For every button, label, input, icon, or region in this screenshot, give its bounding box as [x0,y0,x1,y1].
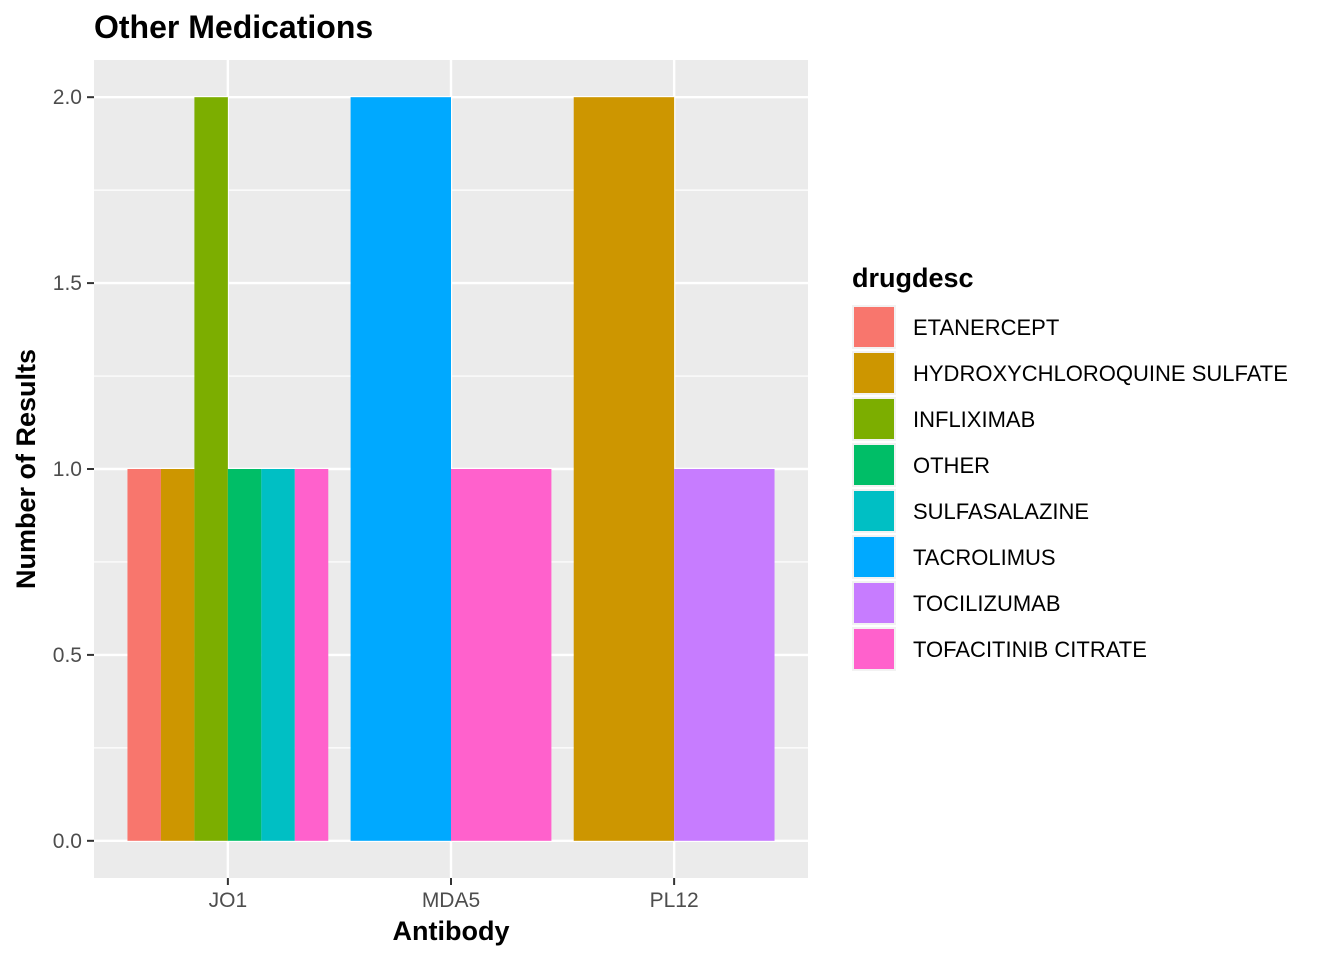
y-axis-title: Number of Results [11,349,41,589]
x-tick-label: JO1 [209,889,248,912]
y-axis: 0.0 0.5 1.0 1.5 2.0 [53,86,94,853]
x-tick-label: PL12 [650,889,699,912]
x-tick-label: MDA5 [422,889,480,912]
legend-label: TOCILIZUMAB [913,591,1061,616]
legend-swatch [854,399,894,439]
bar-jo1-etanercept [127,469,161,841]
bar-jo1-infliximab [194,97,228,841]
legend-swatch [854,445,894,485]
chart-title: Other Medications [94,9,373,45]
legend-label: OTHER [913,453,990,478]
legend-swatch [854,537,894,577]
y-tick-label: 1.5 [53,272,82,295]
x-axis: JO1 MDA5 PL12 [209,878,699,912]
legend-swatch [854,583,894,623]
legend-label: TACROLIMUS [913,545,1056,570]
bar-mda5-tofacitinib-citrate [451,469,552,841]
legend-label: ETANERCEPT [913,315,1059,340]
bar-mda5-tacrolimus [350,97,451,841]
legend-title: drugdesc [852,263,974,293]
legend-swatch [854,307,894,347]
y-tick-label: 0.5 [53,644,82,667]
bar-jo1-other [227,469,262,841]
legend-label: TOFACITINIB CITRATE [913,637,1147,662]
bars [127,97,775,841]
x-axis-title: Antibody [393,916,510,946]
legend: ETANERCEPT HYDROXYCHLOROQUINE SULFATE INFL… [852,305,1288,671]
legend-swatch [854,353,894,393]
legend-swatch [854,629,894,669]
bar-pl12-tocilizumab [674,469,775,841]
y-tick-label: 0.0 [53,830,82,853]
y-tick-label: 2.0 [53,86,82,109]
legend-label: INFLIXIMAB [913,407,1035,432]
bar-pl12-hydroxychloroquine-sulfate [573,97,675,841]
y-tick-label: 1.0 [53,458,82,481]
legend-label: SULFASALAZINE [913,499,1089,524]
legend-label: HYDROXYCHLOROQUINE SULFATE [913,361,1288,386]
legend-swatch [854,491,894,531]
bar-jo1-tofacitinib-citrate [294,469,329,841]
bar-jo1-hydroxychloroquine-sulfate [160,469,195,841]
bar-jo1-sulfasalazine [261,469,295,841]
